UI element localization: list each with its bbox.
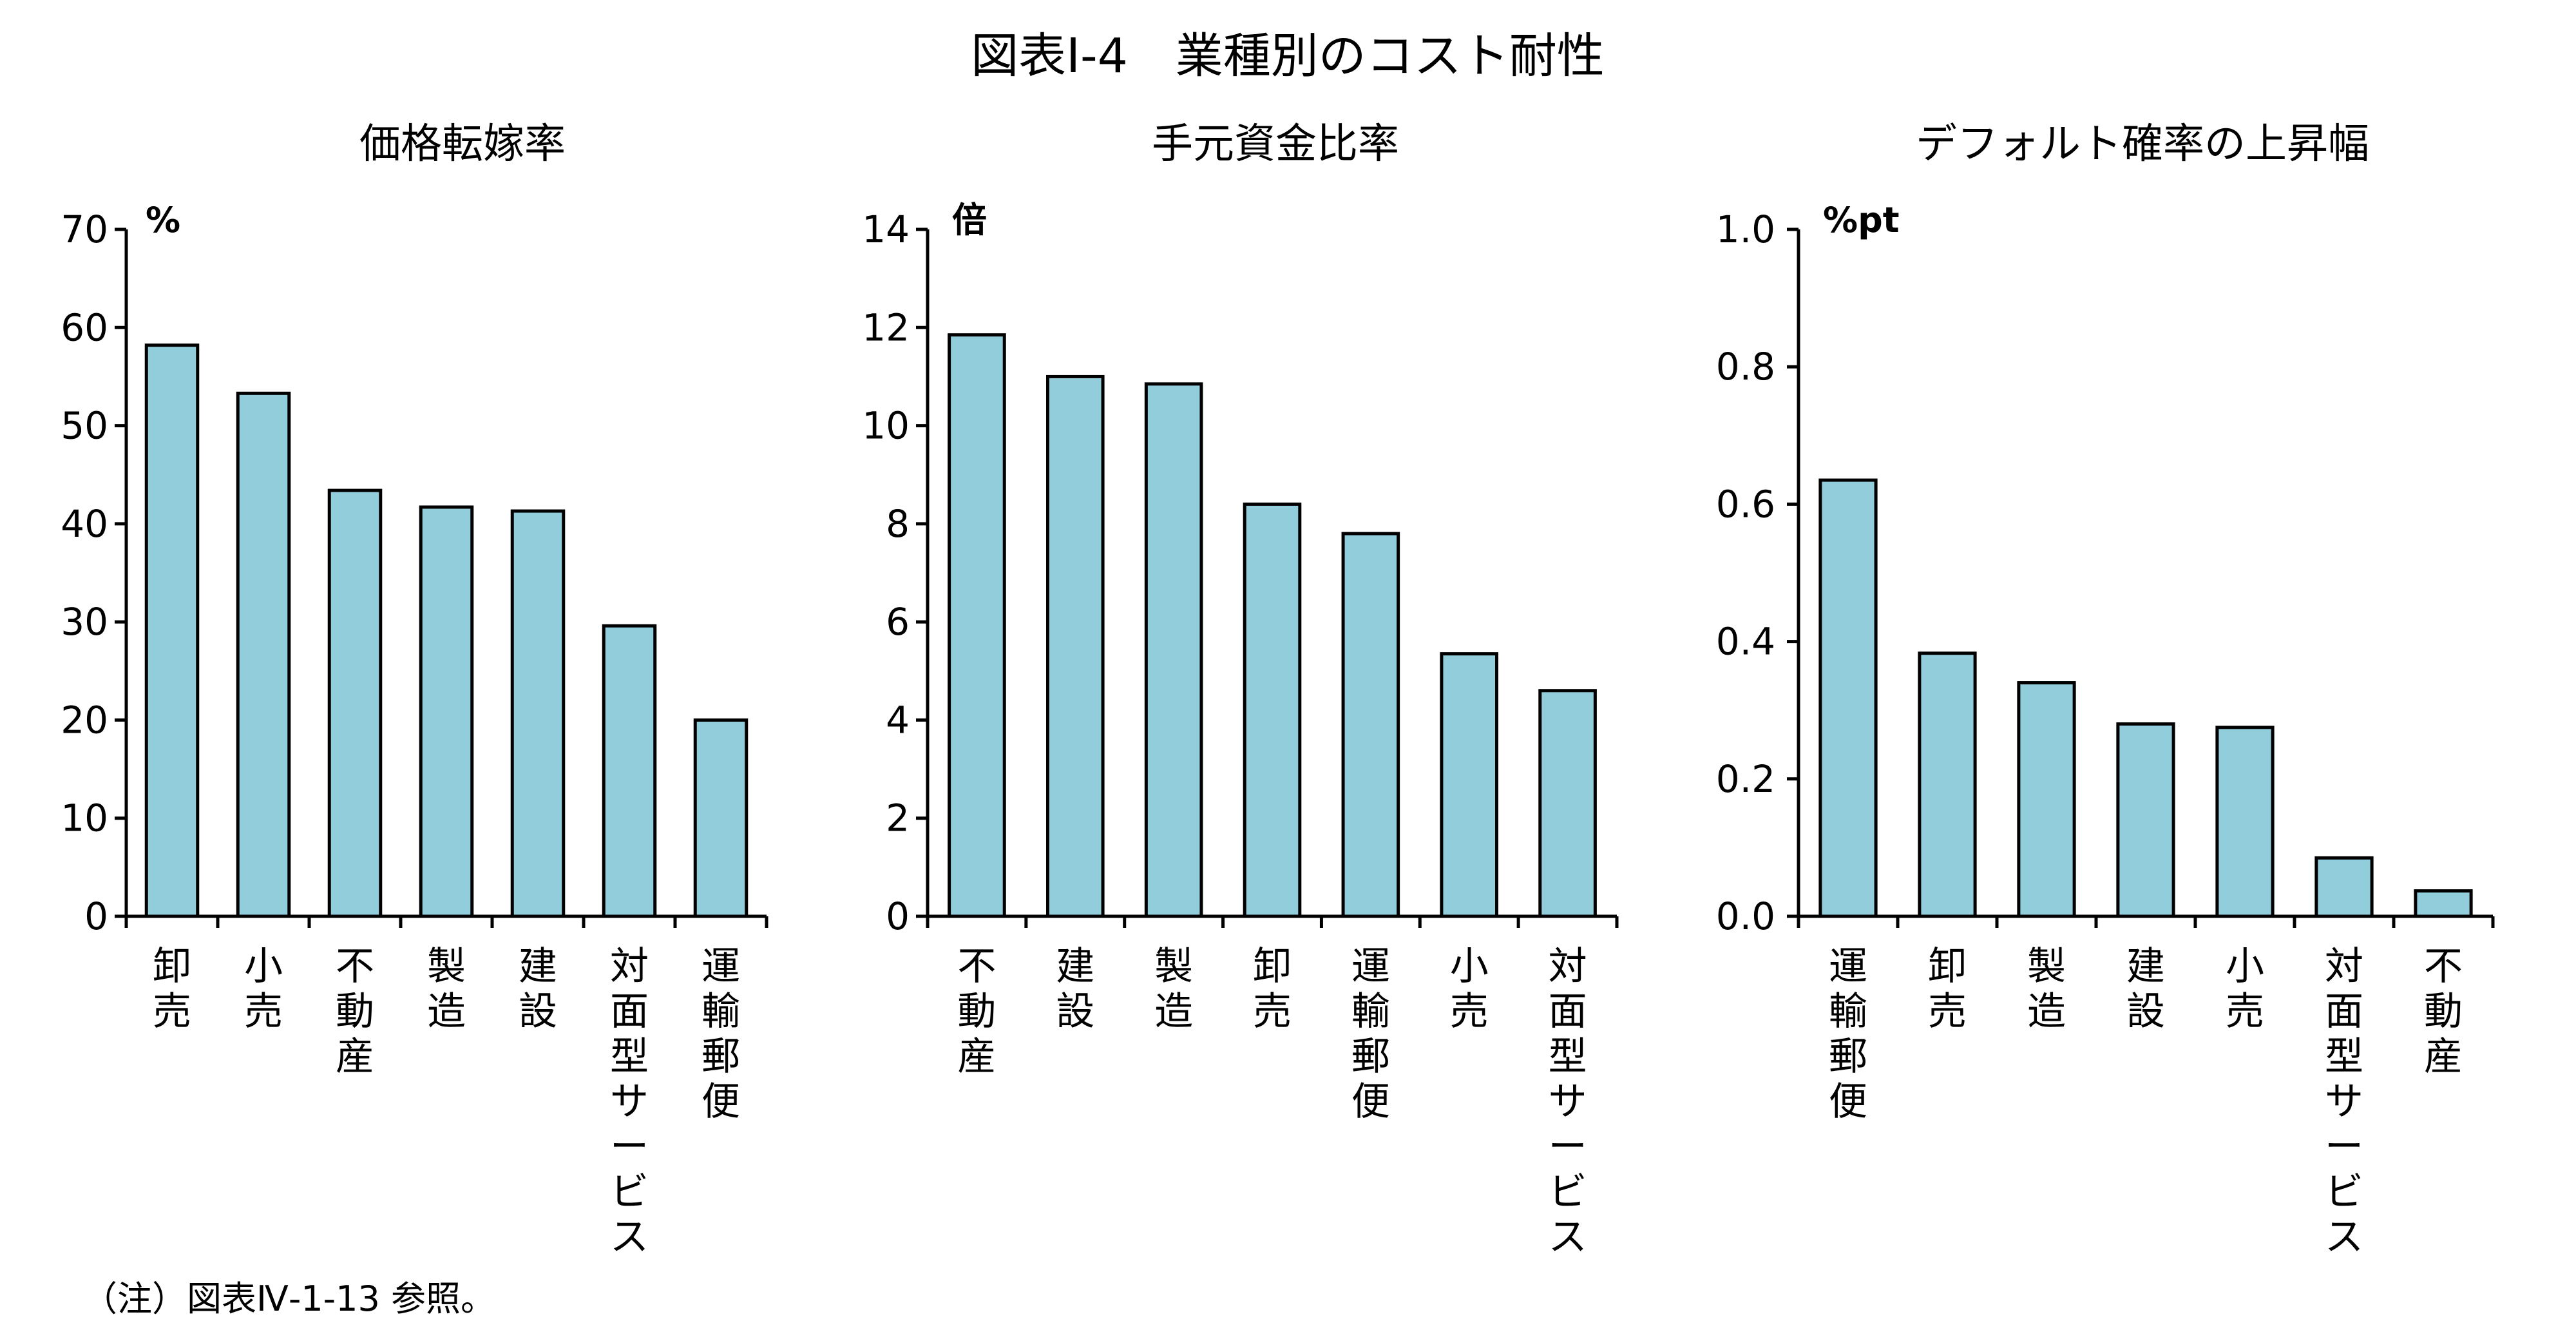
y-tick-label: 14	[862, 207, 910, 251]
bar	[510, 509, 566, 918]
bar	[948, 333, 1006, 918]
bar	[1341, 532, 1400, 918]
bar	[1045, 374, 1105, 918]
y-tick-label: 4	[886, 698, 910, 742]
y-tick-label: 60	[61, 305, 108, 349]
y-tick-label: 50	[61, 404, 108, 448]
chart-panels: 価格転嫁率%010203040506070卸売小売不動産製造建設対面型サービス運…	[61, 120, 2495, 1260]
bar	[236, 391, 291, 918]
panel-title: 価格転嫁率	[359, 120, 566, 168]
category-label: 小売	[244, 944, 283, 1034]
bar	[2414, 889, 2473, 918]
category-label: 製造	[2027, 944, 2066, 1034]
category-label: 卸売	[1253, 944, 1292, 1034]
y-tick-label: 20	[61, 698, 108, 742]
category-label: 建設	[2126, 944, 2165, 1034]
y-tick-label: 0	[886, 894, 910, 938]
y-tick-label: 6	[886, 600, 910, 644]
bar	[2017, 681, 2076, 918]
y-tick-label: 0.0	[1716, 894, 1775, 938]
y-tick-label: 0	[84, 894, 108, 938]
panel-title: デフォルト確率の上昇幅	[1916, 120, 2369, 168]
y-tick-label: 40	[61, 502, 108, 546]
bar	[693, 718, 749, 918]
unit-label: %	[146, 200, 180, 240]
bar	[144, 343, 200, 918]
y-tick-label: 12	[862, 305, 910, 349]
y-tick-label: 0.2	[1716, 757, 1775, 801]
y-tick-label: 8	[886, 502, 910, 546]
y-tick-label: 0.8	[1716, 345, 1775, 389]
bar	[2314, 856, 2374, 918]
category-label: 小売	[2226, 944, 2264, 1034]
category-label: 対面型サービス	[610, 944, 649, 1260]
y-tick-label: 10	[862, 404, 910, 448]
y-tick-label: 1.0	[1716, 207, 1775, 251]
y-tick-label: 0.6	[1716, 482, 1775, 526]
figure-title: 図表Ⅰ-4 業種別のコスト耐性	[971, 28, 1605, 84]
bar	[1440, 652, 1499, 918]
category-label: 卸売	[153, 944, 191, 1034]
category-label: 運輸郵便	[1351, 944, 1390, 1124]
y-tick-label: 30	[61, 600, 108, 644]
category-label: 卸売	[1928, 944, 1967, 1034]
bar	[1243, 502, 1302, 918]
panel-3: デフォルト確率の上昇幅 %pt 0.0 0.2 0.4 0.6 0.8 1.0 運輸郵便 卸売製造…	[1716, 120, 2495, 1260]
category-label: 不動産	[336, 944, 374, 1079]
y-tick-label: 10	[61, 796, 108, 840]
bar	[2116, 722, 2175, 918]
bar	[1918, 651, 1977, 918]
category-label: 運輸郵便	[1829, 944, 1867, 1124]
y-tick-label: 0.4	[1716, 620, 1775, 664]
bar	[2215, 726, 2275, 918]
category-label: 製造	[1154, 944, 1193, 1034]
bar	[1144, 382, 1203, 918]
bar	[1538, 689, 1597, 918]
category-label: 運輸郵便	[701, 944, 740, 1124]
y-tick-label: 2	[886, 796, 910, 840]
bar	[419, 505, 474, 918]
y-tick-label: 70	[61, 207, 108, 251]
unit-label: 倍	[952, 200, 987, 240]
category-label: 対面型サービス	[2325, 944, 2363, 1260]
bar	[327, 488, 383, 918]
figure-note: （注）図表Ⅳ-1-13 参照。	[82, 1278, 495, 1319]
category-label: 小売	[1450, 944, 1489, 1034]
category-label: 不動産	[957, 944, 996, 1079]
bar	[602, 624, 657, 918]
bar	[1818, 478, 1878, 918]
unit-label: %pt	[1823, 200, 1900, 240]
category-label: 製造	[427, 944, 466, 1034]
panel-title: 手元資金比率	[1152, 120, 1399, 168]
category-label: 建設	[519, 944, 557, 1034]
category-label: 建設	[1056, 944, 1094, 1034]
category-label: 対面型サービス	[1549, 944, 1587, 1260]
category-label: 不動産	[2424, 944, 2463, 1079]
